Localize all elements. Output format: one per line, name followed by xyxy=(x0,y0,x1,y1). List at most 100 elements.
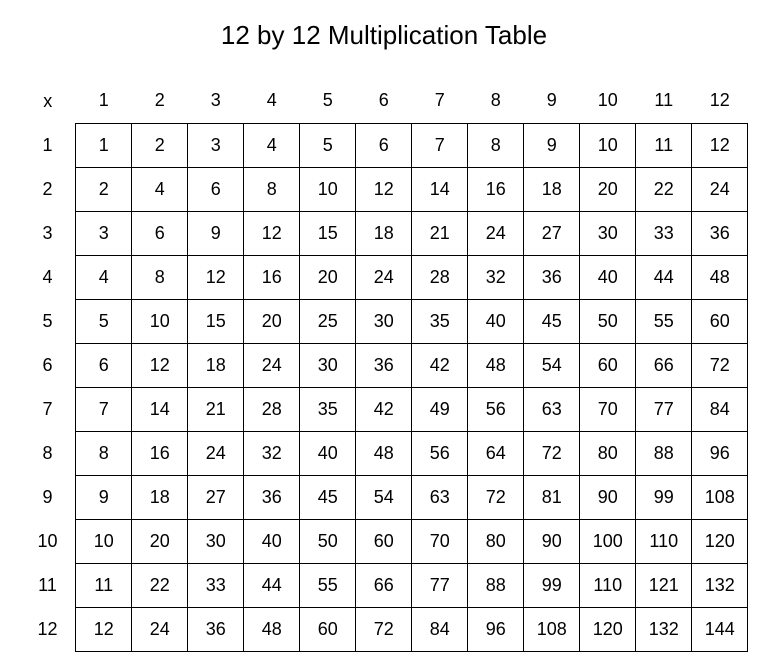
table-cell: 7 xyxy=(412,123,468,167)
table-cell: 60 xyxy=(300,607,356,651)
col-header: 8 xyxy=(468,79,524,123)
table-cell: 12 xyxy=(188,255,244,299)
table-cell: 48 xyxy=(356,431,412,475)
table-cell: 36 xyxy=(692,211,748,255)
table-cell: 96 xyxy=(468,607,524,651)
table-cell: 120 xyxy=(580,607,636,651)
row-header: 4 xyxy=(20,255,76,299)
table-cell: 12 xyxy=(356,167,412,211)
row-header: 2 xyxy=(20,167,76,211)
table-cell: 7 xyxy=(76,387,132,431)
table-cell: 33 xyxy=(636,211,692,255)
table-cell: 16 xyxy=(132,431,188,475)
table-cell: 2 xyxy=(76,167,132,211)
table-cell: 30 xyxy=(580,211,636,255)
table-cell: 5 xyxy=(76,299,132,343)
row-header: 6 xyxy=(20,343,76,387)
table-cell: 110 xyxy=(580,563,636,607)
table-cell: 121 xyxy=(636,563,692,607)
table-row: 4 4 8 12 16 20 24 28 32 36 40 44 48 xyxy=(20,255,748,299)
table-cell: 80 xyxy=(468,519,524,563)
table-cell: 4 xyxy=(244,123,300,167)
table-cell: 5 xyxy=(300,123,356,167)
table-cell: 15 xyxy=(300,211,356,255)
table-cell: 35 xyxy=(300,387,356,431)
table-cell: 90 xyxy=(580,475,636,519)
table-cell: 33 xyxy=(188,563,244,607)
table-cell: 45 xyxy=(300,475,356,519)
multiplication-table: x 1 2 3 4 5 6 7 8 9 10 11 12 1 1 2 3 4 xyxy=(20,79,749,652)
table-cell: 4 xyxy=(132,167,188,211)
table-cell: 56 xyxy=(468,387,524,431)
table-cell: 90 xyxy=(524,519,580,563)
table-row: 5 5 10 15 20 25 30 35 40 45 50 55 60 xyxy=(20,299,748,343)
table-cell: 96 xyxy=(692,431,748,475)
table-cell: 110 xyxy=(636,519,692,563)
table-body: 1 1 2 3 4 5 6 7 8 9 10 11 12 2 2 4 6 8 1… xyxy=(20,123,748,651)
table-cell: 84 xyxy=(692,387,748,431)
page-title: 12 by 12 Multiplication Table xyxy=(10,20,758,51)
table-cell: 60 xyxy=(580,343,636,387)
table-cell: 30 xyxy=(356,299,412,343)
table-cell: 66 xyxy=(636,343,692,387)
table-cell: 8 xyxy=(132,255,188,299)
table-row: 10 10 20 30 40 50 60 70 80 90 100 110 12… xyxy=(20,519,748,563)
table-cell: 32 xyxy=(468,255,524,299)
table-cell: 72 xyxy=(356,607,412,651)
table-cell: 28 xyxy=(412,255,468,299)
table-cell: 8 xyxy=(468,123,524,167)
table-cell: 120 xyxy=(692,519,748,563)
table-cell: 77 xyxy=(412,563,468,607)
table-cell: 20 xyxy=(580,167,636,211)
table-cell: 49 xyxy=(412,387,468,431)
table-cell: 42 xyxy=(356,387,412,431)
table-cell: 24 xyxy=(188,431,244,475)
row-header: 10 xyxy=(20,519,76,563)
table-cell: 27 xyxy=(524,211,580,255)
table-cell: 10 xyxy=(76,519,132,563)
table-cell: 54 xyxy=(524,343,580,387)
table-cell: 12 xyxy=(76,607,132,651)
table-cell: 81 xyxy=(524,475,580,519)
table-cell: 21 xyxy=(412,211,468,255)
table-row: 11 11 22 33 44 55 66 77 88 99 110 121 13… xyxy=(20,563,748,607)
table-cell: 100 xyxy=(580,519,636,563)
table-cell: 22 xyxy=(636,167,692,211)
table-cell: 20 xyxy=(300,255,356,299)
table-cell: 22 xyxy=(132,563,188,607)
table-cell: 45 xyxy=(524,299,580,343)
table-cell: 14 xyxy=(412,167,468,211)
table-cell: 70 xyxy=(580,387,636,431)
table-cell: 88 xyxy=(468,563,524,607)
table-cell: 18 xyxy=(132,475,188,519)
row-header: 12 xyxy=(20,607,76,651)
table-cell: 72 xyxy=(468,475,524,519)
table-cell: 66 xyxy=(356,563,412,607)
row-header: 3 xyxy=(20,211,76,255)
corner-cell: x xyxy=(20,79,76,123)
table-cell: 42 xyxy=(412,343,468,387)
table-cell: 12 xyxy=(132,343,188,387)
table-row: 7 7 14 21 28 35 42 49 56 63 70 77 84 xyxy=(20,387,748,431)
table-row: 1 1 2 3 4 5 6 7 8 9 10 11 12 xyxy=(20,123,748,167)
table-cell: 77 xyxy=(636,387,692,431)
table-cell: 12 xyxy=(692,123,748,167)
table-cell: 50 xyxy=(580,299,636,343)
col-header: 2 xyxy=(132,79,188,123)
table-cell: 9 xyxy=(524,123,580,167)
row-header: 11 xyxy=(20,563,76,607)
table-row: 3 3 6 9 12 15 18 21 24 27 30 33 36 xyxy=(20,211,748,255)
col-header: 3 xyxy=(188,79,244,123)
table-cell: 24 xyxy=(468,211,524,255)
table-cell: 36 xyxy=(356,343,412,387)
table-cell: 9 xyxy=(188,211,244,255)
table-cell: 88 xyxy=(636,431,692,475)
table-row: 8 8 16 24 32 40 48 56 64 72 80 88 96 xyxy=(20,431,748,475)
table-cell: 27 xyxy=(188,475,244,519)
table-cell: 18 xyxy=(188,343,244,387)
table-cell: 24 xyxy=(692,167,748,211)
table-cell: 10 xyxy=(580,123,636,167)
col-header: 10 xyxy=(580,79,636,123)
table-cell: 20 xyxy=(132,519,188,563)
table-cell: 8 xyxy=(76,431,132,475)
